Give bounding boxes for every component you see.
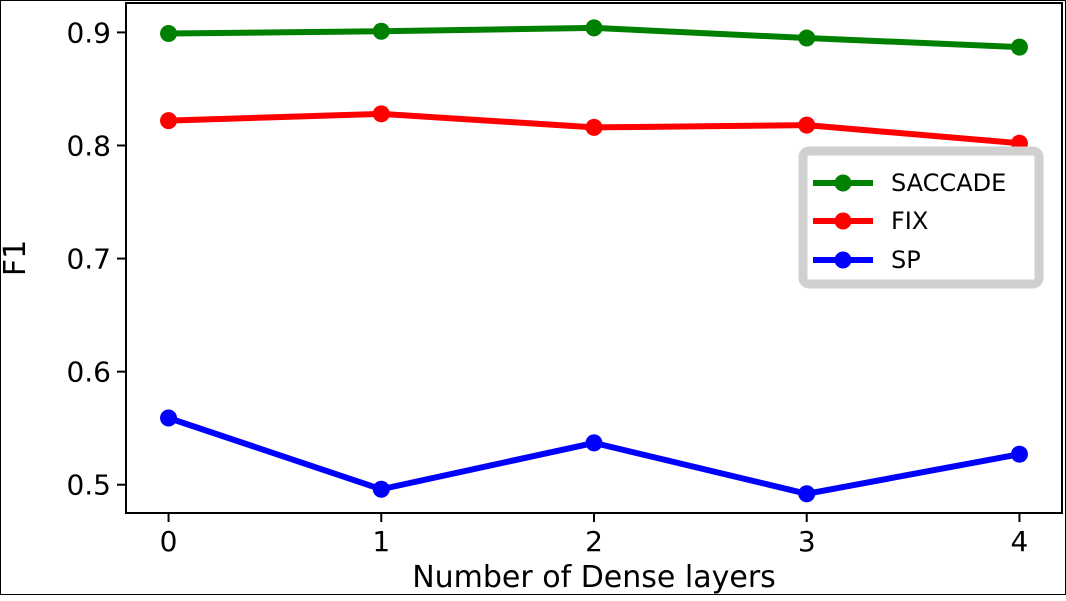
y-tick-label: 0.7 [66,243,111,276]
legend-label-sp: SP [891,246,921,274]
y-tick-label: 0.6 [66,356,111,389]
data-point-saccade [160,25,178,43]
series-saccade [160,19,1028,56]
legend-marker-saccade [834,174,852,192]
x-tick-label: 1 [372,525,390,558]
legend: SACCADE FIX SP [798,146,1044,289]
data-point-fix [798,116,816,134]
y-axis: 0.5 0.6 0.7 0.8 0.9 [66,16,126,502]
y-axis-title: F1 [1,240,33,276]
legend-label-fix: FIX [891,207,928,235]
data-point-fix [585,118,603,136]
y-tick-label: 0.9 [66,16,111,49]
data-point-saccade [585,19,603,37]
y-tick-label: 0.8 [66,129,111,162]
data-point-saccade [1010,38,1028,56]
data-point-sp [160,409,178,427]
data-point-sp [1010,445,1028,463]
data-point-saccade [798,29,816,47]
legend-item-sp: SP [813,246,921,274]
x-tick-label: 0 [160,525,178,558]
x-axis: 0 1 2 3 4 [160,513,1029,558]
legend-marker-sp [834,251,852,269]
data-point-saccade [372,22,390,40]
legend-marker-fix [834,212,852,230]
x-axis-title: Number of Dense layers [412,560,776,595]
data-point-fix [372,105,390,123]
data-point-sp [372,480,390,498]
legend-label-saccade: SACCADE [891,169,1006,197]
data-point-sp [798,485,816,503]
legend-item-saccade: SACCADE [813,169,1006,197]
x-tick-label: 2 [585,525,603,558]
y-tick-label: 0.5 [66,469,111,502]
x-tick-label: 3 [798,525,816,558]
data-point-fix [160,112,178,130]
series-layer [160,19,1028,503]
legend-item-fix: FIX [813,207,928,235]
x-tick-label: 4 [1011,525,1029,558]
series-sp [160,409,1028,503]
data-point-sp [585,434,603,452]
